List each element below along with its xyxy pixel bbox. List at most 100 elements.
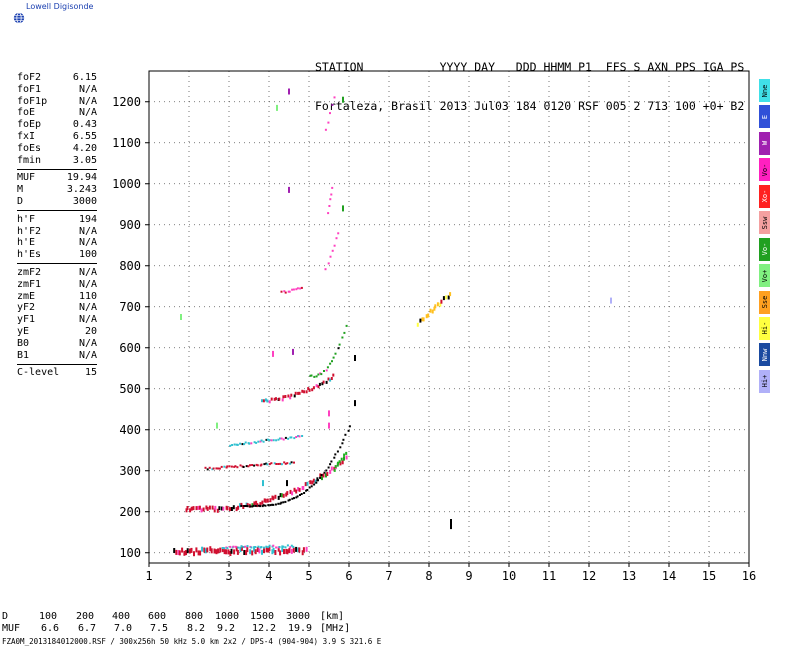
echo-mark [249,549,252,555]
echo-mark [263,498,266,503]
param-label: zmF2 [17,266,42,278]
legend-label: Hi- [760,322,769,335]
param-row: yF1 N/A [17,314,97,326]
legend-label: Hi+ [760,374,769,388]
echo-mark [281,547,284,552]
echo-mark [274,494,277,499]
distance-value: 3000 [286,611,311,622]
param-value: N/A [78,107,97,119]
echo-mark [325,369,328,372]
echo-mark [237,505,240,510]
echo-mark [275,463,278,465]
station-header: STATION YYYY DAY DDD HHMM P1 FFS S AXN P… [315,35,744,126]
legend-label: Ssw [760,216,769,230]
x-tick-label: 3 [225,569,232,583]
echo-point [272,350,274,357]
echo-mark [345,455,348,460]
echo-mark [266,463,269,466]
distance-value: 1500 [250,611,275,622]
legend-label: Xo- [760,189,769,203]
param-row: foEp 0.43 [17,119,97,131]
legend-item: W [759,131,770,155]
echo-mark [290,548,293,554]
echo-mark [284,546,287,549]
echo-mark [297,435,300,437]
echo-mark [332,373,335,377]
echo-mark [262,440,265,443]
echo-mark [193,551,195,557]
echo-point [354,400,356,407]
echo-mark [321,382,324,386]
distance-unit: [km] [320,611,345,622]
echo-mark [213,548,216,554]
echo-mark [262,399,265,403]
echo-mark [338,343,341,346]
echo-mark [254,504,257,507]
echo-mark [290,436,293,439]
echo-mark [197,505,200,510]
echo-mark [239,464,242,467]
param-label: foEp [17,119,42,131]
echo-mark [285,492,288,497]
polarization-legend: Nne E W Vo- Xo- Ssw Vo- Vo+ Sse Hi- Nnw Hi+ [759,79,771,396]
legend-item: Xo- [759,184,770,208]
echo-mark [223,549,226,555]
echo-mark [277,546,280,552]
echo-mark [327,121,330,124]
echo-mark [327,377,330,381]
echo-mark [302,486,305,490]
echo-mark [319,372,322,375]
param-row: h'F2 N/A [17,226,97,238]
legend-label: Nnw [760,348,769,362]
param-value: N/A [78,302,97,314]
echo-mark [259,440,262,443]
echo-mark [288,547,291,553]
echo-mark [216,508,219,513]
param-row: zmF1 N/A [17,279,97,291]
echo-mark [255,441,258,444]
echo-mark [295,546,298,552]
echo-mark [291,491,294,496]
echo-mark [305,489,308,492]
echo-mark [217,548,220,554]
echo-mark [289,462,292,465]
echo-mark [257,545,260,548]
echo-trace [185,455,348,513]
param-label: fxI [17,130,36,142]
param-row: C-level 15 [17,367,97,379]
echo-mark [208,505,211,510]
echo-mark [185,550,187,556]
echo-mark [235,546,238,552]
echo-mark [278,546,281,548]
echo-mark [269,504,272,507]
echo-mark [434,304,437,309]
echo-mark [247,465,250,468]
param-row: yE 20 [17,326,97,338]
legend-item: Hi+ [759,369,770,393]
echo-mark [300,286,303,289]
echo-mark [259,505,262,508]
echo-mark [244,441,247,444]
echo-mark [214,505,217,510]
echo-mark [178,550,181,556]
echo-mark [427,313,430,318]
echo-mark [211,468,214,471]
distance-value: 1000 [215,611,240,622]
echo-mark [221,547,224,549]
y-tick-label: 1100 [112,136,141,150]
echo-mark [308,486,311,489]
echo-mark [296,287,299,290]
echo-mark [331,360,333,363]
echo-mark [336,450,339,453]
legend-label: Vo+ [760,269,769,282]
echo-mark [275,546,278,549]
chart-grid [149,71,749,563]
echo-mark [202,507,205,512]
echo-mark [305,546,308,552]
echo-mark [256,464,259,467]
param-value: N/A [78,237,97,249]
echo-mark [323,370,325,372]
echo-mark [272,439,275,442]
echo-mark [303,390,306,394]
echo-mark [286,544,289,547]
